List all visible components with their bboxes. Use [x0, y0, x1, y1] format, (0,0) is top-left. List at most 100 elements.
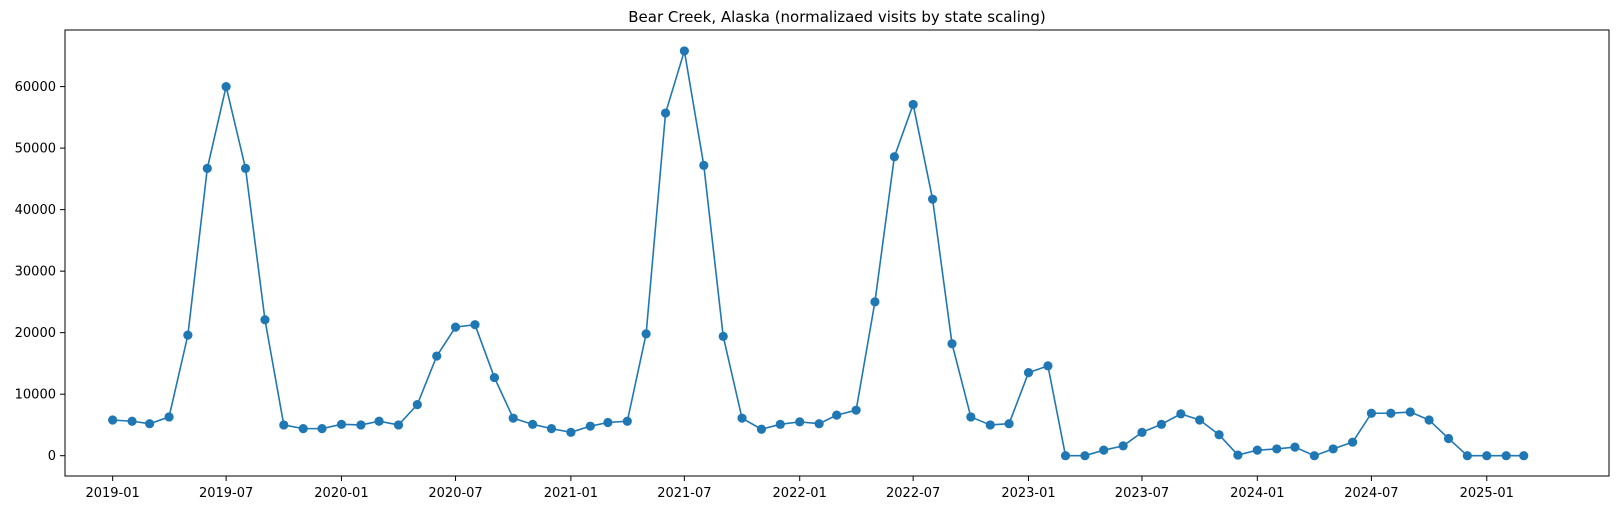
data-point: [795, 417, 805, 427]
data-point: [737, 413, 747, 423]
data-point: [1156, 419, 1167, 429]
data-point: [298, 424, 308, 434]
data-point: [1176, 409, 1186, 419]
data-point: [832, 410, 842, 420]
data-point: [622, 416, 632, 426]
y-axis: 0 10000 20000 30000 40000 50000 60000: [15, 80, 65, 464]
data-point: [947, 339, 957, 349]
data-point: [603, 417, 613, 428]
data-point: [870, 297, 880, 307]
data-point: [508, 413, 518, 423]
data-point: [889, 152, 899, 162]
series-line: [112, 50, 1524, 457]
data-point: [1272, 444, 1282, 454]
data-point: [1462, 451, 1472, 461]
data-point: [1386, 408, 1396, 418]
data-point: [127, 416, 137, 426]
data-point: [1118, 441, 1128, 451]
data-point: [985, 420, 995, 430]
data-point: [1348, 437, 1358, 447]
data-point: [1482, 451, 1492, 461]
data-point: [1424, 415, 1434, 425]
x-tick-label: 2024-01: [1230, 486, 1284, 501]
x-tick-label: 2023-01: [1001, 486, 1055, 501]
data-point: [221, 82, 231, 92]
data-point: [1080, 451, 1090, 461]
x-tick-label: 2020-07: [428, 486, 482, 501]
data-point: [164, 412, 174, 422]
data-point: [1443, 433, 1454, 444]
data-point: [412, 400, 422, 410]
data-point: [1099, 445, 1109, 455]
data-point: [145, 419, 155, 429]
y-tick-label: 0: [48, 449, 56, 464]
data-point: [183, 330, 193, 340]
x-tick-label: 2022-01: [773, 486, 827, 501]
data-point: [1519, 451, 1529, 461]
data-point: [1043, 361, 1053, 371]
plot-area-frame: [64, 29, 1610, 477]
x-tick-label: 2021-01: [544, 486, 598, 501]
data-point: [279, 420, 289, 430]
data-point: [393, 420, 404, 430]
data-point: [1366, 408, 1377, 418]
data-point: [1405, 407, 1415, 417]
data-point: [1328, 444, 1338, 454]
x-tick-label: 2022-07: [886, 486, 940, 501]
data-point: [1060, 451, 1071, 461]
data-point: [928, 194, 938, 204]
data-point: [660, 108, 671, 118]
data-point: [528, 419, 538, 429]
x-tick-label: 2024-07: [1344, 486, 1398, 501]
data-point: [908, 99, 918, 110]
x-tick-label: 2019-01: [85, 486, 139, 501]
data-point: [1004, 419, 1014, 429]
x-tick-label: 2023-07: [1115, 486, 1169, 501]
data-point: [432, 351, 442, 361]
series-layer: [108, 46, 1529, 461]
data-point: [1023, 368, 1034, 378]
data-point: [240, 163, 251, 174]
data-point: [317, 424, 327, 434]
data-point: [1233, 450, 1243, 460]
data-point: [1501, 451, 1511, 461]
data-point: [374, 416, 384, 426]
data-point: [775, 419, 785, 429]
x-tick-label: 2019-07: [199, 486, 253, 501]
x-tick-label: 2021-07: [657, 486, 711, 501]
y-tick-label: 40000: [15, 203, 56, 218]
y-tick-label: 10000: [15, 388, 56, 403]
data-point: [546, 424, 557, 434]
data-point: [585, 421, 595, 431]
data-point: [260, 315, 270, 325]
data-point: [1195, 415, 1205, 425]
data-point: [356, 420, 366, 430]
x-tick-label: 2020-01: [314, 486, 368, 501]
data-point: [1290, 442, 1300, 452]
data-point: [679, 46, 689, 56]
data-point: [1309, 451, 1319, 461]
data-point: [718, 331, 728, 341]
data-point: [202, 163, 212, 174]
y-tick-label: 50000: [15, 142, 56, 157]
data-point: [641, 329, 651, 339]
y-tick-label: 20000: [15, 326, 56, 341]
data-point: [450, 322, 461, 332]
y-tick-label: 60000: [15, 80, 56, 95]
data-point: [814, 419, 824, 429]
data-point: [566, 427, 576, 437]
data-point: [470, 320, 480, 330]
data-point: [699, 160, 709, 170]
x-tick-label: 2025-01: [1460, 486, 1514, 501]
data-point: [851, 405, 861, 415]
y-tick-label: 30000: [15, 265, 56, 280]
data-point: [108, 415, 118, 425]
data-point: [1214, 430, 1224, 440]
chart-title: Bear Creek, Alaska (normalizaed visits b…: [628, 8, 1046, 26]
data-point: [489, 372, 500, 383]
data-point: [756, 424, 767, 434]
x-axis: 2019-01 2019-07 2020-01 2020-07 2021-01 2021-…: [85, 476, 1514, 501]
data-point: [1137, 427, 1147, 437]
